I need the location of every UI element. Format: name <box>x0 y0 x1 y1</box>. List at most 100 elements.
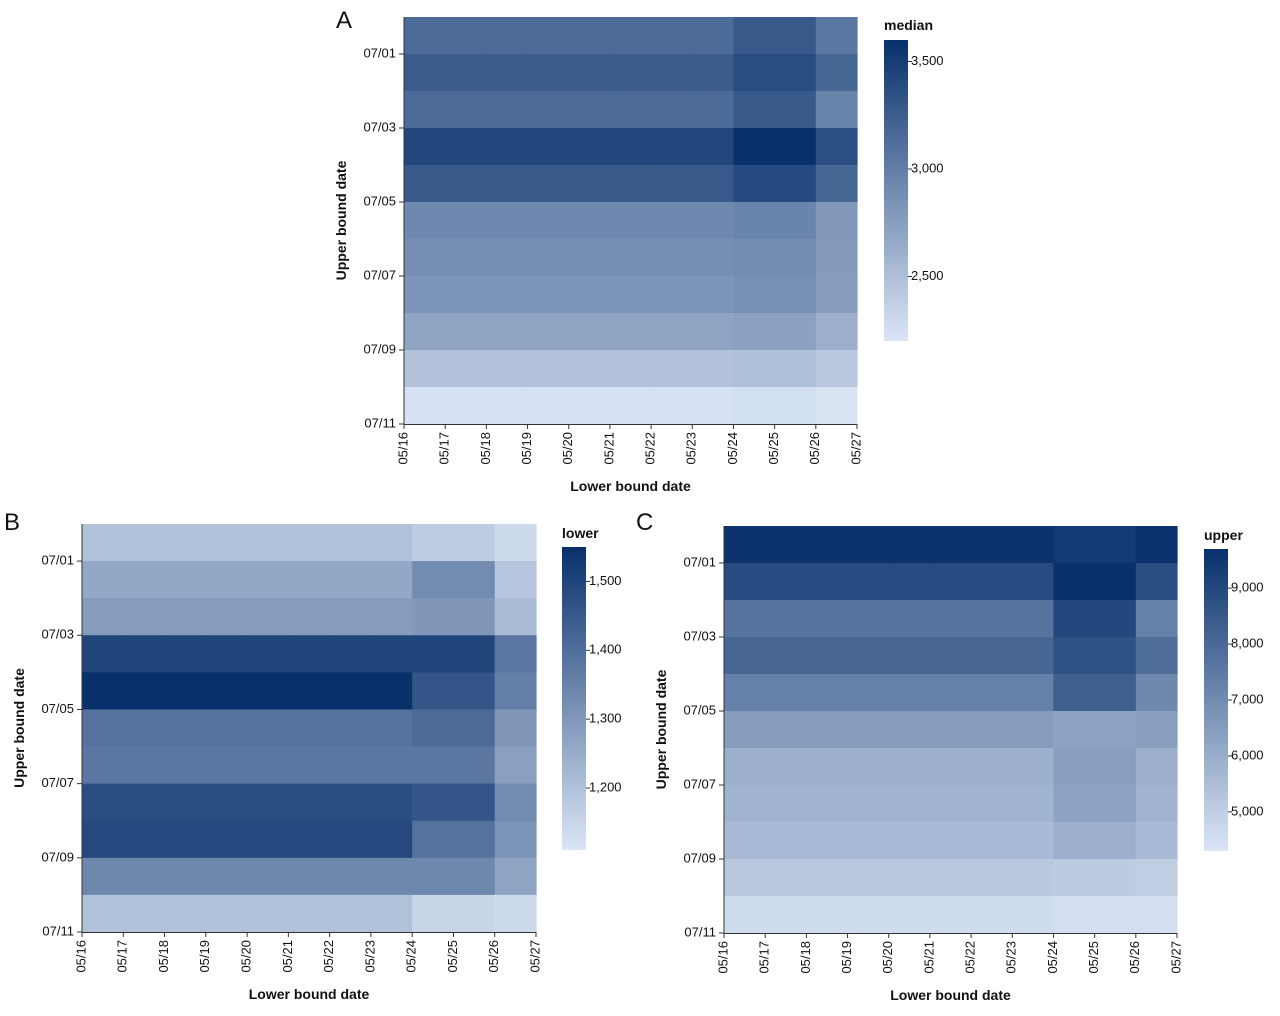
heatmap-cell <box>494 561 537 599</box>
heatmap-cell <box>123 561 166 599</box>
heatmap-cell <box>651 350 693 388</box>
heatmap-cell <box>486 17 529 55</box>
heatmap-cell <box>929 600 972 638</box>
heatmap-cell <box>1012 563 1055 601</box>
heatmap-cell <box>929 637 972 675</box>
heatmap-cell <box>651 313 693 351</box>
heatmap-cell <box>205 783 248 822</box>
y-tick-label: 07/05 <box>683 702 716 717</box>
heatmap-cell <box>609 313 652 351</box>
x-tick-label: 05/23 <box>1004 941 1019 974</box>
heatmap-cell <box>205 894 248 933</box>
x-tick-label: 05/22 <box>643 432 658 465</box>
heatmap-cell <box>205 635 248 673</box>
heatmap-cell <box>247 709 289 748</box>
panel-letter-b: B <box>4 509 20 536</box>
heatmap-cell <box>453 894 496 933</box>
heatmap-cell <box>1053 822 1096 860</box>
y-tick-label: 07/07 <box>683 776 716 791</box>
heatmap-cell <box>247 857 289 896</box>
y-tick-label: 07/03 <box>363 119 396 134</box>
heatmap-cell <box>971 896 1013 934</box>
heatmap-cell <box>370 709 413 748</box>
heatmap-cell <box>651 165 693 203</box>
heatmap-cell <box>123 820 166 859</box>
heatmap-cell <box>888 785 931 823</box>
heatmap-cell <box>1094 711 1137 749</box>
heatmap-cell <box>404 387 446 425</box>
heatmap-cell <box>929 896 972 934</box>
heatmap-cell <box>404 128 446 166</box>
heatmap-cell <box>1094 600 1137 638</box>
heatmap-cell <box>847 600 890 638</box>
x-tick-label: 05/18 <box>156 940 171 973</box>
heatmap-cell <box>404 202 446 240</box>
heatmap-cell <box>692 128 735 166</box>
heatmap-cell <box>733 202 776 240</box>
heatmap-cell <box>774 91 817 129</box>
heatmap-cell <box>971 600 1013 638</box>
heatmap-cell <box>733 350 776 388</box>
heatmap-cell <box>692 165 735 203</box>
heatmap-cell <box>888 563 931 601</box>
heatmap-cell <box>609 350 652 388</box>
legend-tick-label: 8,000 <box>1231 636 1264 651</box>
heatmap-cell <box>692 17 735 55</box>
heatmap-cell <box>164 783 207 822</box>
heatmap-cell <box>815 239 858 277</box>
heatmap-cell <box>724 896 766 934</box>
heatmap-cell <box>815 128 858 166</box>
heatmap-cell <box>806 563 849 601</box>
x-tick-label: 05/20 <box>239 940 254 973</box>
x-tick-label: 05/23 <box>362 940 377 973</box>
x-tick-label: 05/25 <box>445 940 460 973</box>
heatmap-cell <box>971 674 1013 712</box>
heatmap-cell <box>329 524 372 562</box>
heatmap-cell <box>205 746 248 785</box>
heatmap-cell <box>123 524 166 562</box>
heatmap-cell <box>527 54 570 92</box>
heatmap-cell <box>609 276 652 314</box>
heatmap-cell <box>486 128 529 166</box>
heatmap-cell <box>806 785 849 823</box>
heatmap-cell <box>651 202 693 240</box>
heatmap-cell <box>888 859 931 897</box>
heatmap-cell <box>929 859 972 897</box>
heatmap-cell <box>82 894 124 933</box>
heatmap-cell <box>205 709 248 748</box>
heatmap-cell <box>609 165 652 203</box>
heatmap-cell <box>609 202 652 240</box>
y-tick-label: 07/03 <box>683 628 716 643</box>
heatmap-cell <box>445 54 487 92</box>
heatmap-cell <box>288 672 331 711</box>
heatmap-cell <box>1135 637 1178 675</box>
x-tick-label: 05/24 <box>1045 941 1060 974</box>
heatmap-cell <box>123 746 166 785</box>
heatmap-cell <box>733 17 776 55</box>
heatmap-cell <box>164 598 207 636</box>
heatmap-cell <box>205 524 248 562</box>
x-tick-label: 05/25 <box>766 432 781 465</box>
heatmap-cell <box>568 387 611 425</box>
heatmap-cell <box>651 91 693 129</box>
heatmap-cell <box>888 600 931 638</box>
heatmap-cell <box>765 896 807 934</box>
heatmap-cell <box>370 894 413 933</box>
heatmap-cell <box>329 672 372 711</box>
heatmap-cell <box>288 894 331 933</box>
legend-tick-label: 3,000 <box>911 160 944 175</box>
heatmap-cell <box>733 54 776 92</box>
heatmap-cell <box>1053 711 1096 749</box>
heatmap-cell <box>815 91 858 129</box>
y-axis-title: Upper bound date <box>11 668 27 788</box>
x-tick-label: 05/27 <box>848 432 863 465</box>
heatmap-cell <box>123 894 166 933</box>
heatmap-cell <box>370 820 413 859</box>
heatmap-cell <box>1094 859 1137 897</box>
heatmap-cell <box>288 857 331 896</box>
heatmap-cell <box>527 239 570 277</box>
heatmap-cell <box>765 637 807 675</box>
heatmap-cell <box>527 17 570 55</box>
heatmap-cell <box>404 313 446 351</box>
heatmap-cell <box>724 600 766 638</box>
